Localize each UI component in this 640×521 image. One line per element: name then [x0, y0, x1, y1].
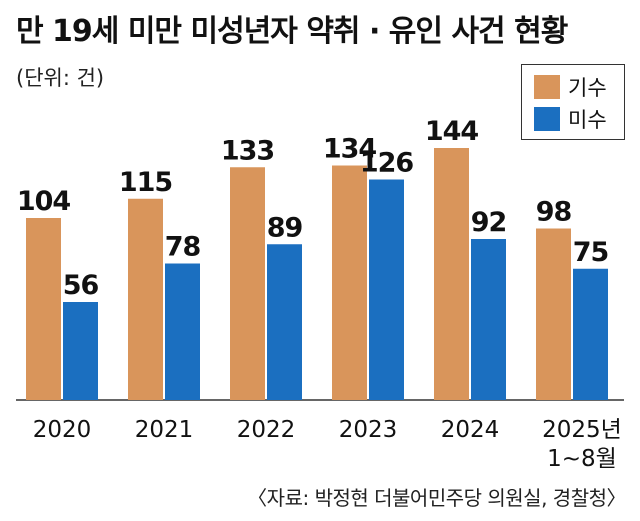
legend-swatch-series-1: [534, 75, 560, 99]
data-label-s1-5: 98: [536, 197, 572, 228]
bar-s1-2: [230, 167, 265, 400]
data-label-s1-3: 134: [323, 134, 377, 165]
data-label-s1-1: 115: [119, 167, 172, 198]
bar-s2-2: [267, 244, 302, 400]
bar-s1-0: [26, 218, 61, 400]
source-note: 〈자료: 박정현 더불어민주당 의원실, 경찰청〉: [247, 486, 626, 510]
bar-s1-5: [536, 228, 571, 400]
data-label-s2-0: 56: [63, 270, 99, 301]
data-label-s2-2: 89: [267, 212, 303, 243]
x-tick-label-2: 2022: [237, 417, 296, 443]
bar-s2-1: [165, 263, 200, 400]
x-tick-label-0: 2020: [33, 417, 92, 443]
x-tick-label-5-0: 2025년: [542, 417, 622, 443]
bar-s1-3: [332, 165, 367, 400]
legend-item-series-1: 기수: [534, 73, 607, 101]
data-label-s2-4: 92: [471, 207, 507, 238]
data-label-s2-3: 126: [360, 148, 414, 179]
x-tick-label-4: 2024: [441, 417, 500, 443]
legend-label-series-2: 미수: [568, 108, 607, 132]
unit-label: (단위: 건): [16, 66, 105, 90]
data-label-s1-2: 133: [221, 135, 274, 166]
legend-label-series-1: 기수: [568, 76, 607, 100]
x-tick-label-1: 2021: [135, 417, 194, 443]
bar-s2-0: [63, 302, 98, 400]
x-tick-label-3: 2023: [339, 417, 398, 443]
bar-s2-3: [369, 179, 404, 400]
legend-swatch-series-2: [534, 107, 560, 131]
data-label-s2-5: 75: [573, 237, 609, 268]
data-label-s2-1: 78: [165, 232, 201, 263]
x-tick-label-5-1: 1~8월: [547, 446, 617, 472]
legend-item-series-2: 미수: [534, 105, 607, 133]
data-label-s1-4: 144: [425, 116, 479, 147]
bar-s1-4: [434, 148, 469, 400]
bar-s1-1: [128, 198, 163, 400]
bar-s2-5: [573, 268, 608, 400]
bar-s2-4: [471, 239, 506, 400]
legend: 기수 미수: [521, 64, 625, 140]
data-label-s1-0: 104: [17, 186, 71, 217]
chart-title: 만 19세 미만 미성년자 약취 · 유인 사건 현황: [16, 14, 568, 49]
